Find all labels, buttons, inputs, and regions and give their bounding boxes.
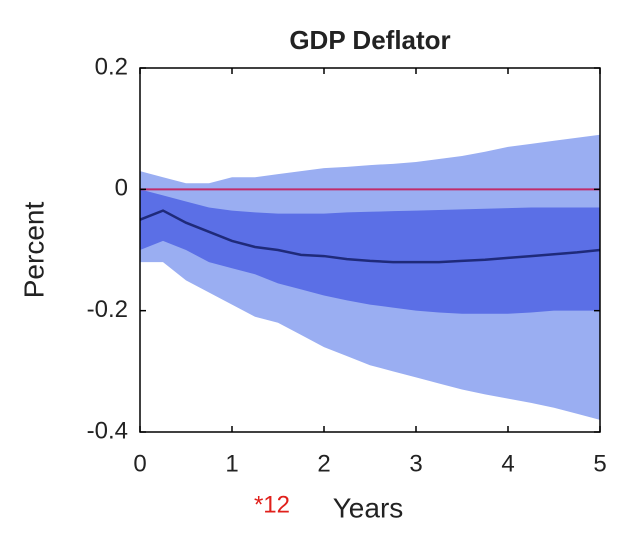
annotation: *12 [254, 491, 290, 518]
x-tick-label: 5 [593, 450, 606, 477]
y-tick-label: -0.2 [87, 296, 128, 323]
y-tick-label: 0 [115, 175, 128, 202]
confidence-band [140, 189, 600, 314]
x-tick-label: 2 [317, 450, 330, 477]
x-tick-label: 1 [225, 450, 238, 477]
plot-frame [139, 67, 601, 433]
y-tick-label: 0.2 [95, 53, 128, 80]
x-axis-label: Years [333, 492, 404, 523]
median-line [139, 209, 601, 264]
x-tick-label: 0 [133, 450, 146, 477]
chart-title: GDP Deflator [289, 25, 450, 55]
x-tick-label: 4 [501, 450, 514, 477]
y-tick-label: -0.4 [87, 417, 128, 444]
x-tick-label: 3 [409, 450, 422, 477]
y-axis-label: Percent [18, 202, 49, 299]
